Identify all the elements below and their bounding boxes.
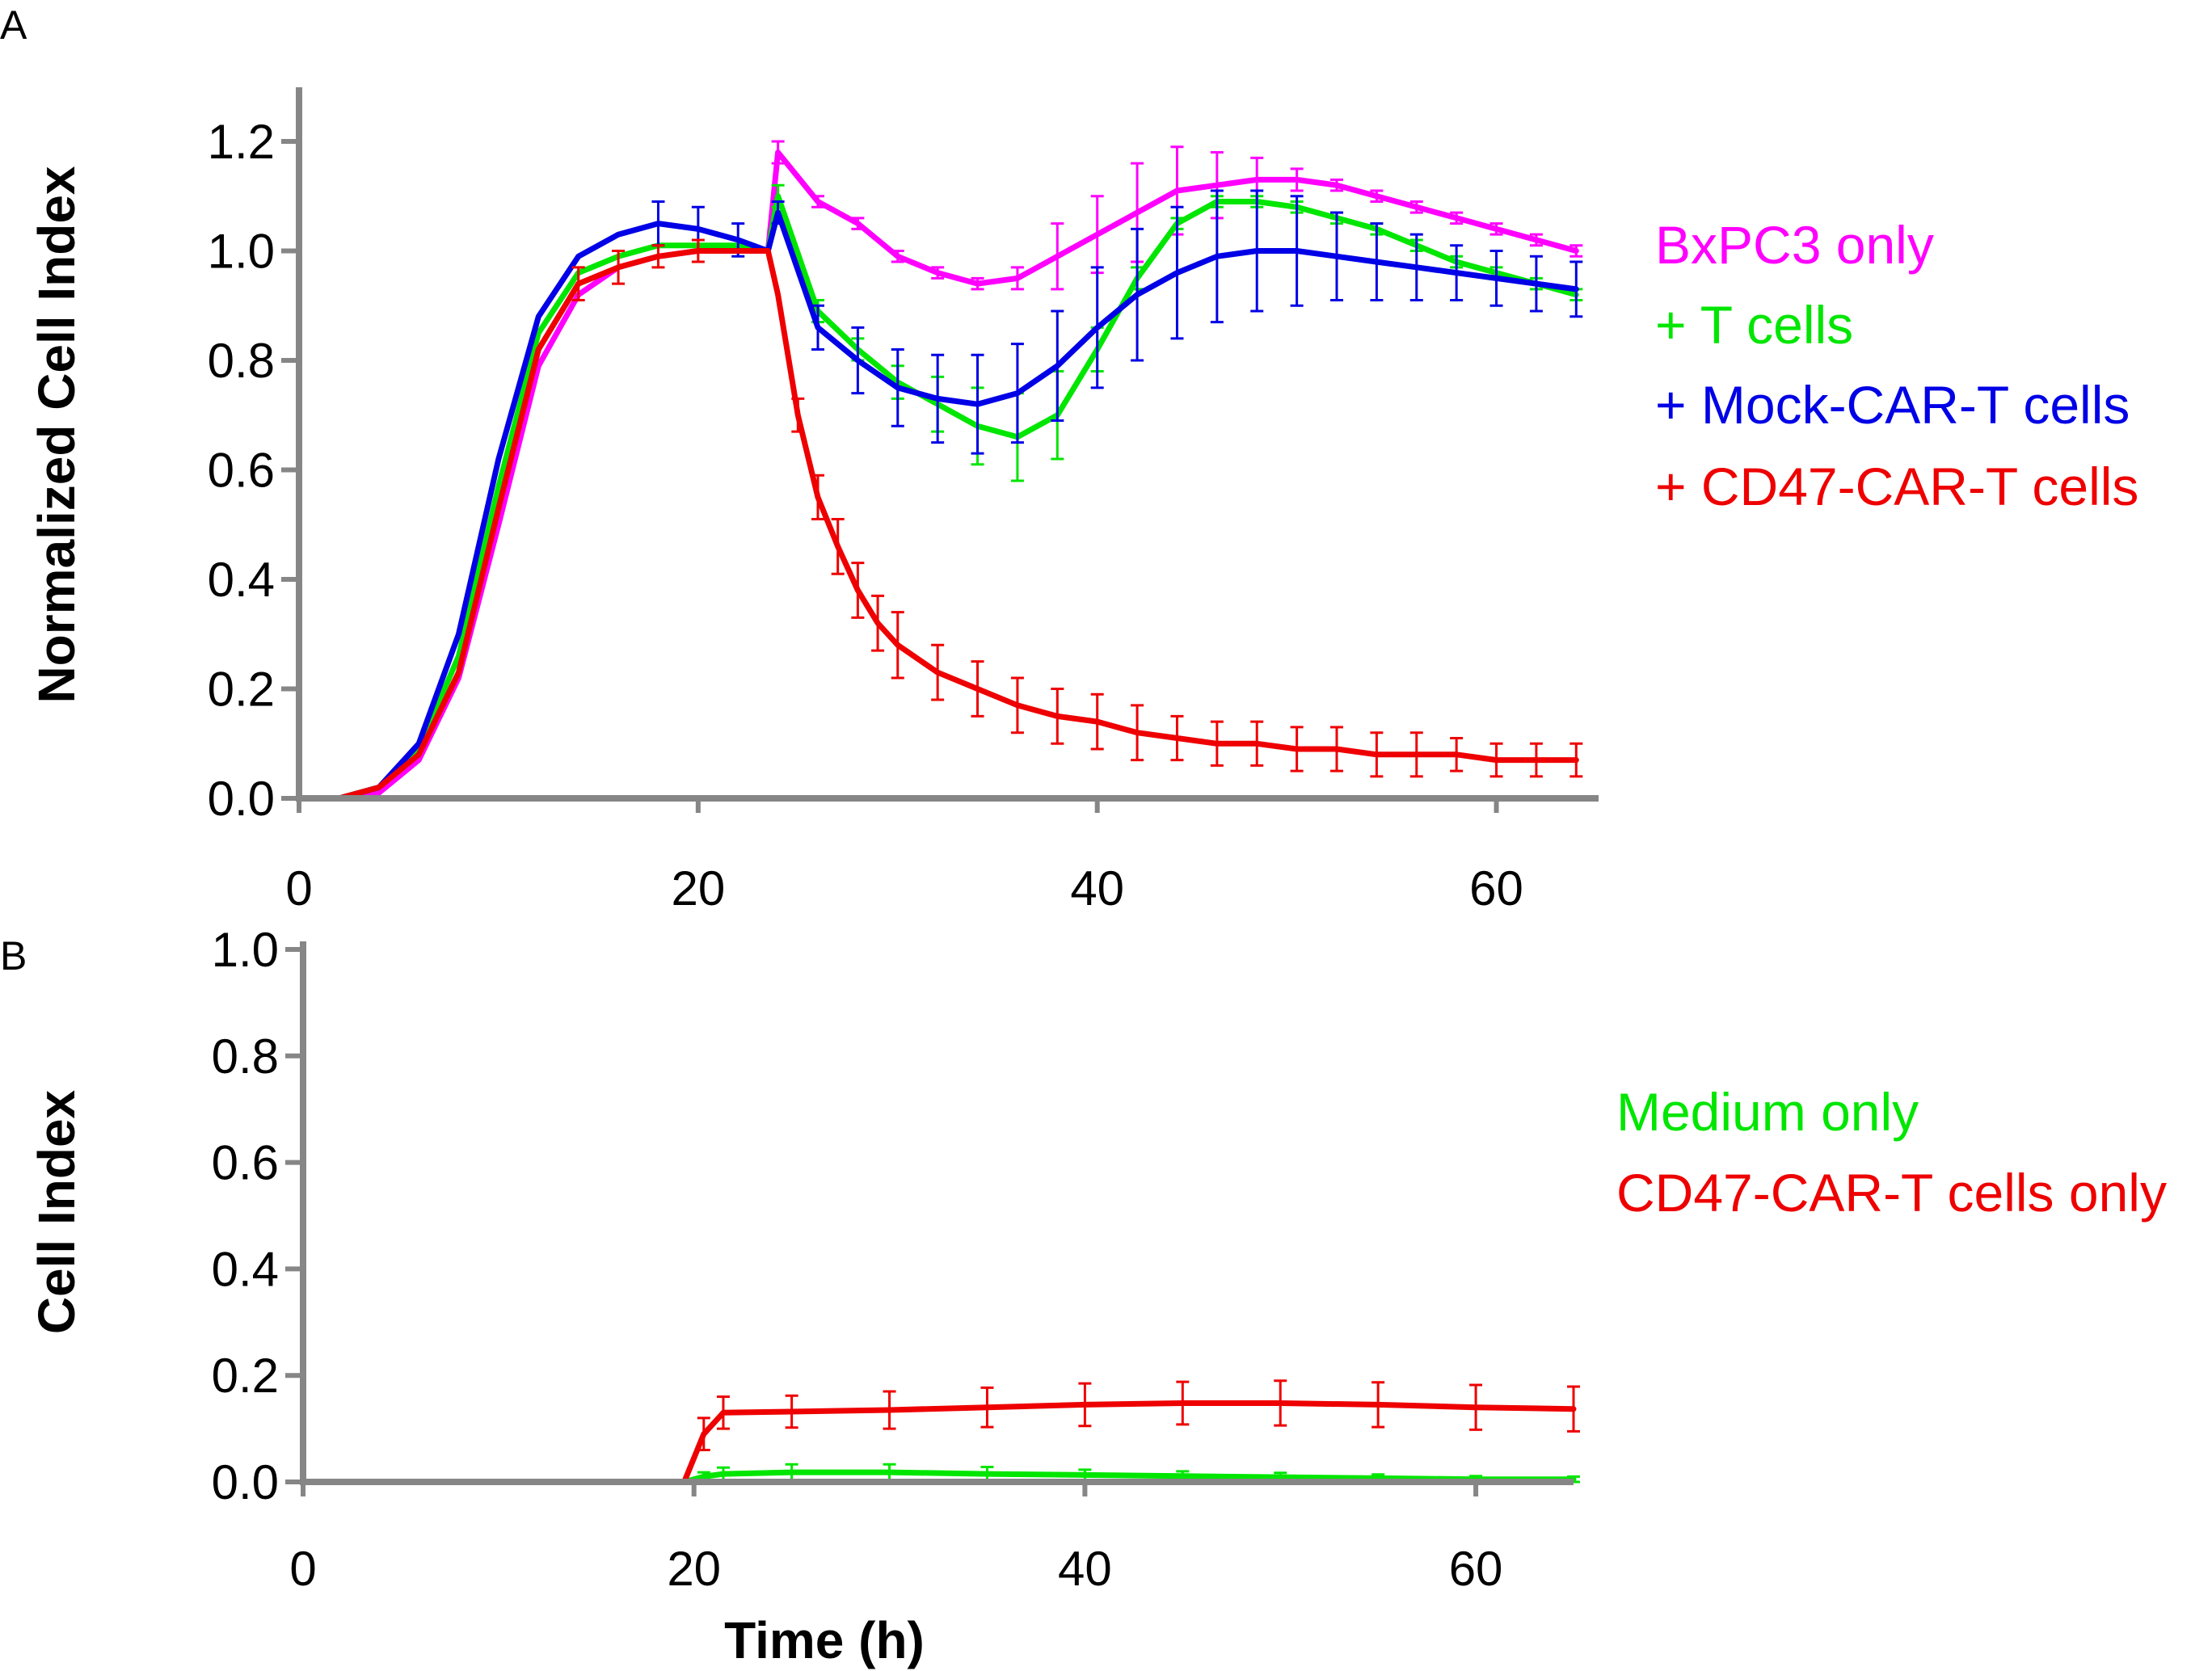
panel-b-y-tick-label: 0.4 (212, 1242, 279, 1296)
panel-a-legend-entry-3: + Mock-CAR-T cells (1655, 375, 2130, 435)
panel-b-legend-entry-2: CD47-CAR-T cells only (1616, 1163, 2167, 1223)
panel-a-y-tick-label: 0.2 (208, 663, 275, 717)
panel-b-x-axis-title: Time (h) (724, 1611, 925, 1669)
panel-b-x-tick-label: 40 (1058, 1542, 1112, 1596)
panel-a-label: A (0, 2, 27, 48)
panel-b-series-line-2 (300, 1400, 1577, 1485)
panel-b-y-tick-label: 1.0 (212, 923, 279, 977)
panel-a-y-tick-label: 0.0 (208, 772, 275, 826)
panel-a-legend: BxPC3 only + T cells + Mock-CAR-T cells + C… (1655, 215, 2138, 516)
panel-a-y-tick-label: 0.4 (208, 553, 275, 607)
panel-a-legend-entry-4: + CD47-CAR-T cells (1655, 457, 2138, 516)
panel-a-plot-area: 0.0 0.2 0.4 0.6 0.8 1.0 1.2 0 20 40 60 (208, 87, 1599, 915)
panel-b-series-2 (300, 1379, 1580, 1485)
panel-b-x-tick-label: 60 (1449, 1542, 1503, 1596)
panel-b-label: B (0, 933, 27, 979)
panel-a-y-tick-label: 0.6 (208, 444, 275, 498)
panel-a-y-tick-label: 0.8 (208, 334, 275, 388)
panel-a-x-tick-label: 40 (1070, 861, 1124, 915)
panel-a-legend-entry-1: BxPC3 only (1655, 215, 1934, 275)
panel-a-x-tick-label: 0 (285, 861, 312, 915)
panel-a-series-3 (296, 189, 1583, 802)
panel-b-y-tick-label: 0.6 (212, 1136, 279, 1190)
panel-a-series-4 (296, 238, 1583, 802)
panel-b-plot-area: 0.0 0.2 0.4 0.6 0.8 1.0 0 20 40 60 (212, 923, 1580, 1596)
panel-b-y-tick-label: 0.2 (212, 1349, 279, 1403)
panel-b-x-tick-label: 0 (289, 1542, 316, 1596)
panel-a-y-tick-label: 1.0 (208, 225, 275, 279)
panel-b: B 0.0 0.2 0.4 0.6 0.8 1.0 0 20 40 60 Cell Index T… (0, 923, 2167, 1669)
panel-b-x-tick-label: 20 (667, 1542, 721, 1596)
panel-a-series-line-1 (296, 149, 1579, 802)
panel-a: A 0.0 0.2 0.4 0.6 0.8 1.0 1.2 0 20 40 60 Normalize… (0, 2, 2138, 915)
panel-b-y-axis-title: Cell Index (27, 1089, 86, 1334)
panel-a-series-line-4 (296, 248, 1579, 802)
panel-a-x-tick-label: 60 (1469, 861, 1523, 915)
panel-a-x-tick-label: 20 (671, 861, 725, 915)
panel-b-y-tick-label: 0.0 (212, 1455, 279, 1509)
panel-a-legend-entry-2: + T cells (1655, 295, 1853, 355)
panel-b-y-tick-label: 0.8 (212, 1029, 279, 1084)
panel-b-legend: Medium only CD47-CAR-T cells only (1616, 1082, 2167, 1223)
panel-b-legend-entry-1: Medium only (1616, 1082, 1919, 1142)
panel-a-series-line-3 (296, 209, 1579, 802)
panel-a-y-axis-title: Normalized Cell Index (27, 166, 86, 703)
panel-a-y-tick-label: 1.2 (208, 115, 275, 169)
